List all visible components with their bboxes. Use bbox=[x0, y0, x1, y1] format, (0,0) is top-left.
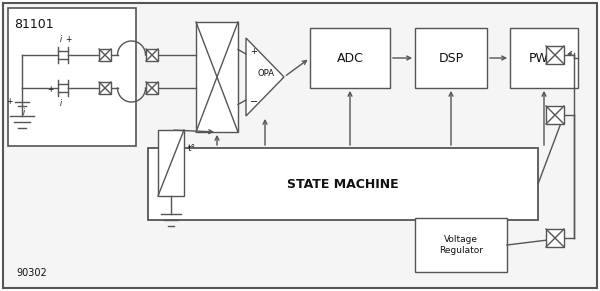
Text: +: + bbox=[65, 35, 71, 44]
Bar bbox=[148, 148, 538, 220]
Text: DSP: DSP bbox=[439, 52, 464, 65]
Text: ADC: ADC bbox=[337, 52, 364, 65]
Text: i: i bbox=[60, 99, 62, 108]
Bar bbox=[146, 49, 158, 61]
Bar bbox=[546, 46, 564, 64]
Text: −: − bbox=[250, 97, 258, 107]
Bar bbox=[415, 28, 487, 88]
Text: i: i bbox=[23, 108, 25, 117]
Bar bbox=[158, 130, 184, 196]
Text: i: i bbox=[60, 35, 62, 44]
Text: PWM: PWM bbox=[529, 52, 559, 65]
Text: t°: t° bbox=[188, 144, 196, 153]
Text: 81101: 81101 bbox=[14, 18, 53, 31]
Bar bbox=[99, 82, 111, 94]
Bar bbox=[310, 28, 390, 88]
Polygon shape bbox=[246, 38, 284, 116]
Bar bbox=[546, 229, 564, 247]
Bar bbox=[146, 82, 158, 94]
Bar bbox=[99, 49, 111, 61]
Text: Voltage
Regulator: Voltage Regulator bbox=[439, 235, 483, 255]
Text: STATE MACHINE: STATE MACHINE bbox=[287, 178, 399, 191]
Text: +: + bbox=[7, 97, 13, 106]
Bar bbox=[510, 28, 578, 88]
Bar bbox=[546, 106, 564, 124]
Text: OPA: OPA bbox=[258, 68, 275, 77]
Bar bbox=[196, 22, 238, 132]
Text: +: + bbox=[250, 47, 257, 56]
Text: 90302: 90302 bbox=[16, 268, 47, 278]
Text: +: + bbox=[47, 84, 54, 93]
Bar bbox=[8, 8, 136, 146]
Bar bbox=[415, 218, 507, 272]
